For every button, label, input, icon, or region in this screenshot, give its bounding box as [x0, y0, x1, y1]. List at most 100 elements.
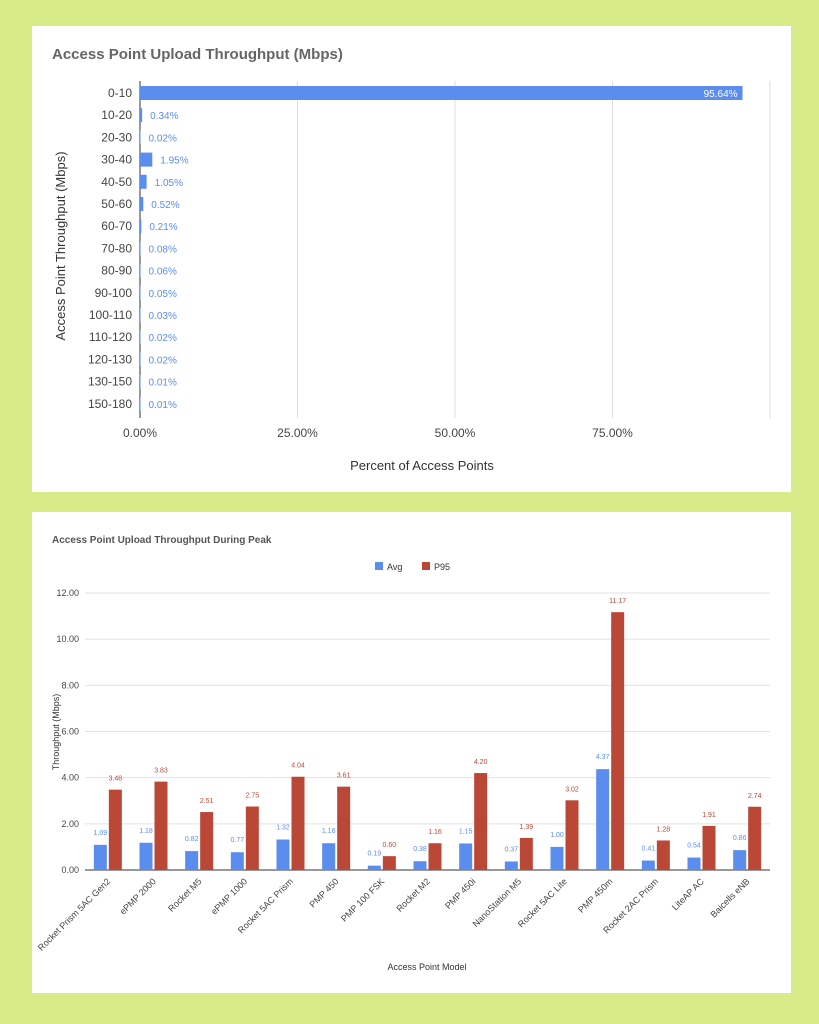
- data-label: 0.02%: [149, 133, 177, 144]
- bar-p95: [656, 840, 670, 870]
- data-label: 0.19: [368, 851, 382, 858]
- grouped-bar-chart: Access Point Upload Throughput During Pe…: [36, 535, 770, 972]
- x-tick-label: NanoStation M5: [471, 876, 524, 929]
- data-label: 2.75: [246, 793, 260, 800]
- legend-label: Avg: [387, 562, 402, 572]
- bar: [140, 152, 153, 167]
- data-label: 0.60: [383, 842, 397, 849]
- data-label: 0.34%: [150, 111, 178, 122]
- x-tick-label: PMP 450: [307, 876, 340, 909]
- y-tick-label: 100-110: [89, 308, 132, 322]
- data-label: 1.39: [520, 824, 534, 831]
- data-label: 4.04: [291, 763, 305, 770]
- y-tick-label: 120-130: [88, 352, 132, 366]
- data-label: 1.09: [94, 830, 108, 837]
- bar-avg: [459, 843, 473, 870]
- x-tick-label: 0.00%: [123, 426, 157, 440]
- bar-p95: [154, 781, 168, 870]
- bar-p95: [702, 825, 716, 870]
- data-label: 4.20: [474, 759, 488, 766]
- data-label: 0.82: [185, 836, 199, 843]
- data-label: 2.51: [200, 798, 214, 805]
- data-label: 0.03%: [149, 311, 177, 322]
- data-label: 0.77: [231, 837, 245, 844]
- data-label: 1.28: [657, 826, 671, 833]
- bar-p95: [200, 812, 214, 870]
- x-tick-label: Rocket M5: [166, 876, 203, 913]
- data-label: 1.15: [459, 828, 473, 835]
- bar-avg: [733, 850, 747, 870]
- y-tick-label: 150-180: [88, 397, 132, 411]
- bar-avg: [641, 860, 655, 870]
- y-tick-label: 70-80: [101, 241, 132, 255]
- y-tick-label: 10-20: [101, 108, 132, 122]
- y-tick-label: 80-90: [101, 264, 132, 278]
- bar: [140, 352, 141, 367]
- bar-avg: [276, 839, 290, 870]
- x-tick-label: Baicells eNB: [708, 876, 751, 919]
- bar: [140, 108, 143, 123]
- bar-p95: [474, 773, 488, 870]
- data-label: 0.54: [687, 843, 701, 850]
- data-label: 0.01%: [149, 400, 177, 411]
- bar-p95: [245, 806, 259, 870]
- data-label: 95.64%: [704, 89, 738, 100]
- x-tick-label: Rocket M2: [394, 876, 431, 913]
- bar-avg: [550, 846, 564, 870]
- y-tick-label: 20-30: [101, 130, 132, 144]
- x-tick-label: PMP 100 FSK: [339, 876, 386, 923]
- y-tick-label: 30-40: [101, 153, 132, 167]
- chart-card-peak-throughput: Access Point Upload Throughput During Pe…: [32, 512, 791, 993]
- data-label: 2.74: [748, 793, 762, 800]
- bar-p95: [565, 800, 579, 870]
- data-label: 3.02: [565, 786, 579, 793]
- data-label: 3.48: [109, 776, 123, 783]
- bar: [140, 197, 144, 211]
- data-label: 0.02%: [149, 333, 177, 344]
- bar: [140, 263, 141, 278]
- x-tick-label: ePMP 1000: [209, 876, 249, 916]
- y-tick-label: 60-70: [101, 219, 132, 233]
- bar-avg: [185, 851, 199, 870]
- data-label: 0.06%: [149, 267, 177, 278]
- data-label: 1.00: [550, 832, 564, 839]
- data-label: 1.95%: [160, 156, 188, 167]
- y-tick-label: 110-120: [89, 330, 132, 344]
- x-tick-label: 75.00%: [592, 426, 633, 440]
- bar: [140, 330, 141, 345]
- y-tick-label: 40-50: [101, 175, 132, 189]
- data-label: 0.38: [413, 846, 427, 853]
- data-label: 1.32: [276, 825, 290, 832]
- bar-p95: [382, 856, 396, 870]
- x-tick-label: PMP 450m: [576, 876, 614, 914]
- data-label: 1.18: [139, 828, 153, 835]
- data-label: 0.08%: [149, 244, 177, 255]
- y-tick-label: 50-60: [101, 197, 132, 211]
- y-axis-label: Access Point Throughput (Mbps): [53, 151, 68, 340]
- y-tick-label: 0.00: [61, 865, 79, 875]
- y-tick-label: 10.00: [56, 634, 79, 644]
- data-label: 1.16: [322, 828, 336, 835]
- chart-title: Access Point Upload Throughput (Mbps): [52, 46, 343, 63]
- legend-swatch: [375, 562, 383, 570]
- data-label: 3.83: [154, 768, 168, 775]
- x-axis-label: Access Point Model: [387, 962, 466, 972]
- data-label: 4.37: [596, 754, 610, 761]
- data-label: 0.41: [642, 846, 656, 853]
- y-tick-label: 0-10: [108, 86, 132, 100]
- bar: [140, 241, 141, 256]
- x-tick-label: PMP 450i: [443, 876, 478, 911]
- bar-avg: [413, 861, 427, 870]
- data-label: 0.86: [733, 835, 747, 842]
- bar: [140, 396, 141, 411]
- data-label: 1.16: [428, 829, 442, 836]
- data-label: 1.05%: [155, 178, 183, 189]
- bar-p95: [611, 612, 625, 870]
- y-tick-label: 12.00: [56, 588, 79, 598]
- x-tick-label: Rocket Prism 5AC Gen2: [36, 876, 112, 952]
- horizontal-bar-chart: Access Point Upload Throughput (Mbps) 0.…: [52, 46, 771, 473]
- data-label: 11.17: [609, 598, 626, 605]
- bar-p95: [291, 776, 305, 870]
- bar: [140, 130, 141, 145]
- x-axis-label: Percent of Access Points: [350, 458, 494, 473]
